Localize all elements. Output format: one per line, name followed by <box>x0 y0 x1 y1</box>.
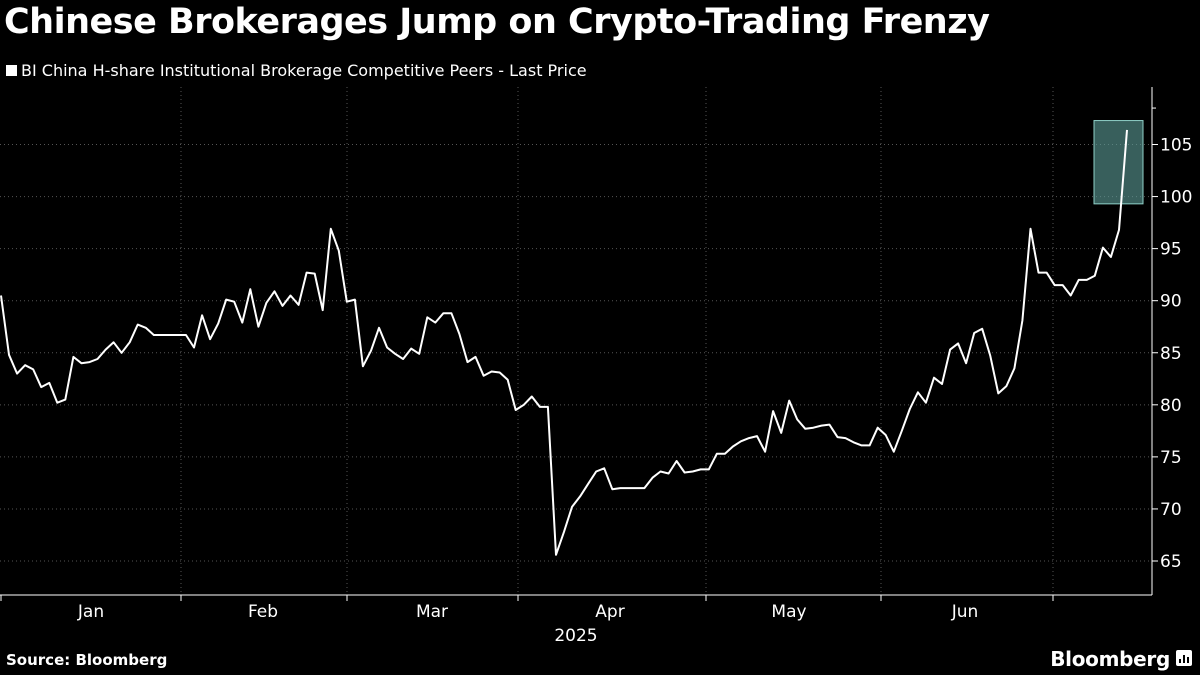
x-tick-label: Jun <box>951 602 979 622</box>
legend-label: BI China H-share Institutional Brokerage… <box>21 61 587 80</box>
x-tick-label: Jan <box>77 602 104 622</box>
legend-swatch <box>6 65 17 76</box>
x-tick-label: Mar <box>416 602 448 622</box>
chart-title: Chinese Brokerages Jump on Crypto-Tradin… <box>4 2 990 42</box>
y-tick-label: 85 <box>1160 344 1182 364</box>
x-year-label: 2025 <box>554 626 597 646</box>
y-tick-label: 95 <box>1160 240 1182 260</box>
y-tick-label: 90 <box>1160 292 1182 312</box>
grid <box>0 87 1152 595</box>
legend: BI China H-share Institutional Brokerage… <box>6 61 587 80</box>
chart-icon <box>1176 650 1192 666</box>
y-tick-label: 70 <box>1160 500 1182 520</box>
y-tick-label: 75 <box>1160 448 1182 468</box>
source-note: Source: Bloomberg <box>6 651 168 669</box>
bloomberg-logo: Bloomberg <box>1050 647 1170 671</box>
x-tick-label: Apr <box>595 602 624 622</box>
y-tick-label: 100 <box>1160 188 1192 208</box>
y-tick-label: 65 <box>1160 552 1182 572</box>
x-tick-label: May <box>771 602 806 622</box>
series-line <box>0 129 1128 556</box>
x-tick-label: Feb <box>248 602 278 622</box>
highlight-box <box>1093 120 1144 205</box>
axes <box>0 87 1158 601</box>
y-tick-label: 105 <box>1160 136 1192 156</box>
axis-labels: 65 70 75 80 85 90 95 100 105 Jan Feb Mar Apr May Jun 20… <box>77 136 1193 647</box>
y-tick-label: 80 <box>1160 396 1182 416</box>
